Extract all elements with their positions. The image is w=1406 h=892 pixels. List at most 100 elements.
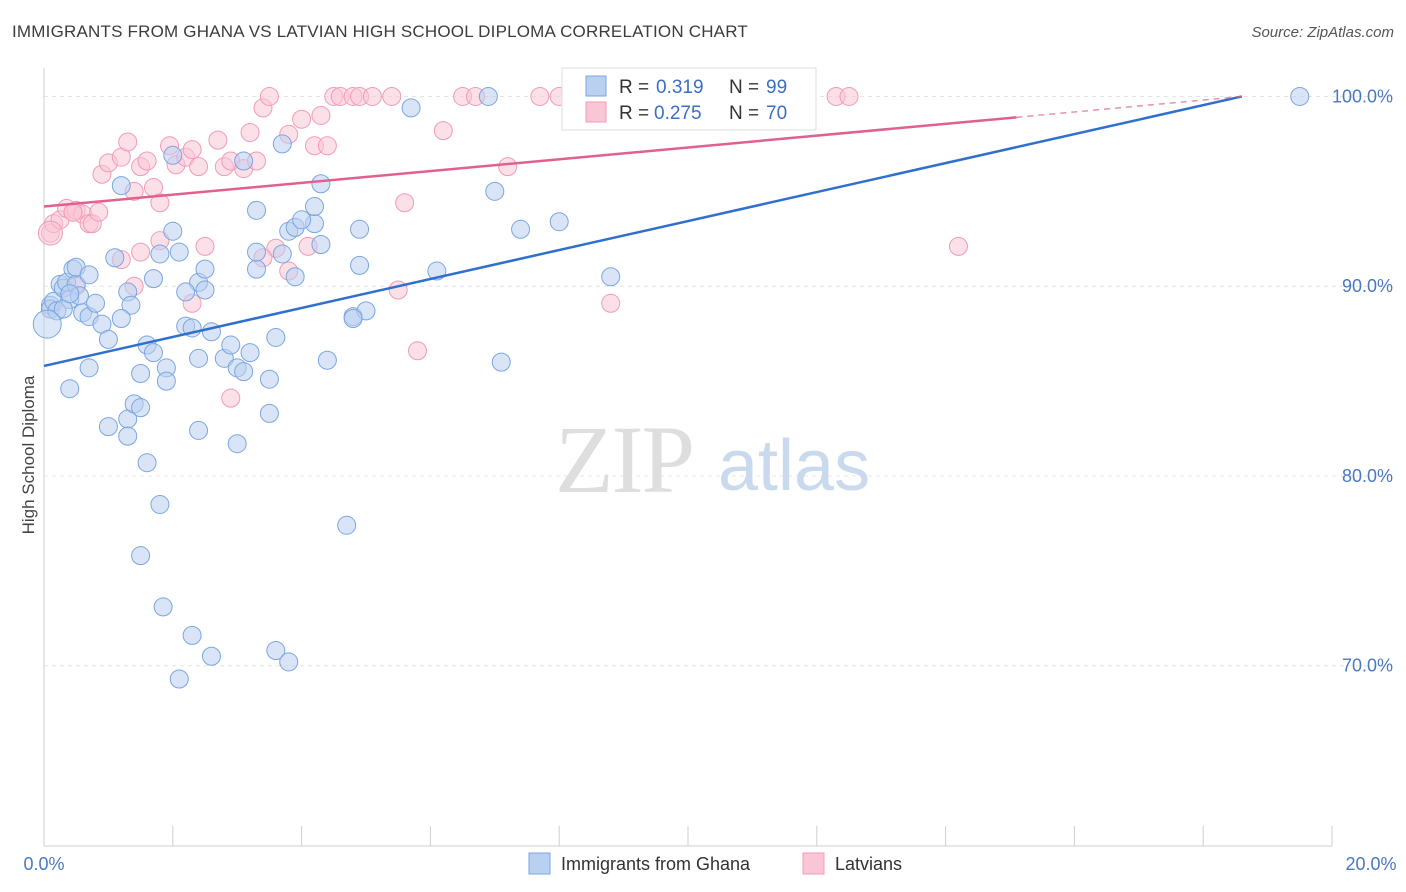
bottom-legend-label-latvians: Latvians [835, 854, 902, 874]
ghana-point [343, 308, 363, 328]
latvians-point [433, 121, 453, 141]
ghana-points [32, 86, 1310, 689]
legend-swatch-latvians [585, 101, 607, 123]
ghana-point [511, 219, 531, 239]
ghana-point [60, 284, 80, 304]
ghana-point [79, 358, 99, 378]
latvians-point [137, 151, 157, 171]
ghana-point [478, 86, 498, 106]
ghana-point [195, 280, 215, 300]
trend-lines [43, 95, 1243, 368]
latvians-point [89, 202, 109, 222]
latvians-point [37, 220, 63, 246]
ghana-point [111, 308, 131, 328]
y-tick-label: 80.0% [1342, 466, 1393, 486]
legend-n-label-latvians: N = [729, 103, 759, 124]
latvians-point [63, 202, 83, 222]
ghana-point [169, 242, 189, 262]
ghana-point [350, 255, 370, 275]
ghana-point [234, 362, 254, 382]
ghana-point [285, 267, 305, 287]
bottom-legend-swatch-ghana [528, 852, 551, 875]
legend-swatch-ghana [585, 75, 607, 97]
latvians-point [362, 86, 382, 106]
ghana-point [118, 426, 138, 446]
latvians-point [317, 136, 337, 156]
latvians-point [382, 86, 402, 106]
ghana-point [195, 259, 215, 279]
ghana-point [247, 242, 267, 262]
ghana-point [337, 515, 357, 535]
ghana-point [201, 646, 221, 666]
y-tick-label: 100.0% [1332, 86, 1393, 106]
y-axis-tick-labels: 70.0% 80.0% 90.0% 100.0% [1332, 86, 1393, 675]
watermark-atlas: atlas [718, 426, 870, 506]
bottom-legend-swatch-latvians [802, 852, 825, 875]
legend-n-value-ghana: 99 [766, 77, 787, 98]
latvians-point [118, 132, 138, 152]
bottom-legend-label-ghana: Immigrants from Ghana [561, 854, 751, 874]
ghana-point [247, 259, 267, 279]
latvians-point [221, 388, 241, 408]
latvians-point [530, 86, 550, 106]
ghana-point [176, 282, 196, 302]
legend-r-label-ghana: R = [619, 77, 649, 98]
latvians-point [498, 157, 518, 177]
ghana-point [311, 234, 331, 254]
latvians-point [189, 157, 209, 177]
latvians-trend-extension [1016, 95, 1242, 119]
latvians-point [948, 236, 968, 256]
ghana-point [247, 200, 267, 220]
ghana-point [266, 641, 286, 661]
ghana-point [98, 417, 118, 437]
ghana-point [121, 295, 141, 315]
ghana-point [601, 267, 621, 287]
chart-title: IMMIGRANTS FROM GHANA VS LATVIAN HIGH SC… [12, 22, 748, 41]
ghana-point [401, 98, 421, 118]
ghana-point [266, 327, 286, 347]
ghana-point [98, 329, 118, 349]
latvians-point [292, 109, 312, 129]
ghana-point [131, 364, 151, 384]
ghana-point [189, 348, 209, 368]
latvians-point [408, 341, 428, 361]
ghana-point [491, 352, 511, 372]
latvians-point [182, 140, 202, 160]
ghana-point [150, 244, 170, 264]
ghana-point [272, 244, 292, 264]
ghana-point [32, 309, 62, 339]
ghana-point [221, 335, 241, 355]
latvians-point [259, 86, 279, 106]
ghana-point [304, 197, 324, 217]
legend-r-value-ghana: 0.319 [656, 77, 704, 98]
latvians-point [240, 123, 260, 143]
ghana-point [227, 434, 247, 454]
ghana-point [131, 546, 151, 566]
correlation-legend: R = 0.319 N = 99 R = 0.275 N = 70 [561, 67, 817, 131]
y-tick-label: 70.0% [1342, 656, 1393, 676]
legend-n-label-ghana: N = [729, 77, 759, 98]
latvians-point [839, 86, 859, 106]
ghana-point [60, 379, 80, 399]
x-tick-label-min: 0.0% [23, 854, 64, 874]
ghana-point [150, 494, 170, 514]
ghana-point [79, 265, 99, 285]
x-axis-ticks [43, 826, 1333, 846]
ghana-point [549, 212, 569, 232]
ghana-trend-line [43, 95, 1243, 368]
legend-r-label-latvians: R = [619, 103, 649, 124]
ghana-point [182, 625, 202, 645]
x-tick-label-max: 20.0% [1345, 854, 1396, 874]
latvians-point [150, 193, 170, 213]
y-axis-title: High School Diploma [19, 375, 38, 534]
legend-n-value-latvians: 70 [766, 103, 787, 124]
ghana-point [143, 269, 163, 289]
ghana-point [279, 652, 299, 672]
y-tick-label: 90.0% [1342, 276, 1393, 296]
latvians-point [395, 193, 415, 213]
ghana-point [105, 248, 125, 268]
ghana-point [259, 369, 279, 389]
series-legend: Immigrants from Ghana Latvians [528, 852, 902, 875]
ghana-point [163, 221, 183, 241]
